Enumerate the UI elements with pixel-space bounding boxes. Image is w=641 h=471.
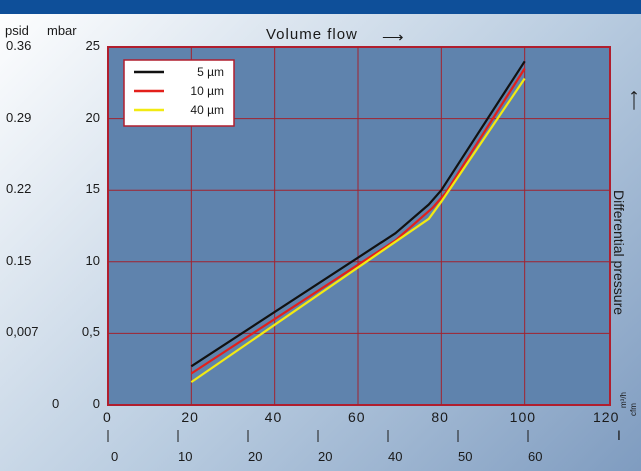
y-tick-psid: 0.15 [6,252,32,268]
x-tick-label: 0 [103,409,112,425]
x-axis-title: Volume flow [266,26,358,43]
x2-tick-label: 50 [458,449,473,464]
x2-tick-label: 10 [178,449,193,464]
y-tick-mbar: 0 [92,396,100,411]
header-bar [0,0,641,14]
y-tick-mbar: 15 [85,181,100,197]
y-tick-psid: 0.29 [6,109,32,125]
legend-label-1: 5 µm [197,65,224,79]
y-tick-mbar: 25 [85,38,100,53]
series-line-1 [190,60,526,368]
x-tick-label: 100 [509,409,537,425]
y-tick-psid: 0.22 [6,181,32,197]
series-line-2 [190,67,526,375]
x-axis-arrow-icon: ⟶ [382,29,404,46]
x-tick-label: 60 [348,409,366,425]
y-tick-mbar: 0,5 [81,324,100,340]
y-tick-psid: 0.36 [6,38,32,53]
y-tick-mbar: 20 [85,109,100,125]
x2-tick-label: 0 [111,449,119,464]
y-tick-psid: 0,007 [6,324,39,340]
x2-tick-label: 20 [248,449,263,464]
x2-tick-label: 60 [528,449,543,464]
y-tick-mbar: 10 [85,252,100,268]
legend-label-2: 10 µm [190,84,224,98]
x-tick-label: 40 [264,409,283,425]
x2-extra-mark: I [617,427,621,443]
x-tick-label: 120 [593,409,620,425]
x2-tick-label: 40 [388,449,403,464]
y-unit-left: psid [5,23,29,38]
x-tick-label: 80 [431,409,449,425]
series-line-3 [190,77,526,384]
x2-tick-label: 20 [318,449,333,464]
x-tick-label: 20 [181,409,199,425]
y-tick-psid: 0 [52,396,60,411]
y-unit-right: mbar [47,23,77,38]
legend-label-3: 40 µm [190,103,224,117]
